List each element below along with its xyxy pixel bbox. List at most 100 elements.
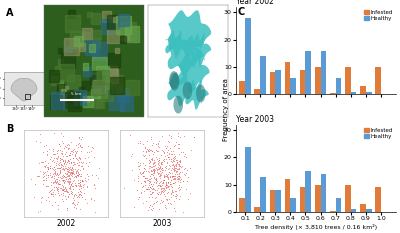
Point — [70, 187, 76, 191]
Point — [145, 148, 151, 152]
Point — [176, 174, 182, 178]
Point — [75, 195, 81, 198]
Point — [45, 167, 52, 171]
Point — [77, 186, 84, 189]
Point — [168, 158, 174, 161]
Point — [64, 147, 71, 151]
Point — [176, 171, 182, 175]
Text: C: C — [238, 7, 245, 17]
Point — [146, 153, 152, 157]
Point — [58, 163, 65, 167]
Point — [165, 156, 171, 159]
Point — [70, 171, 76, 175]
Point — [174, 175, 181, 178]
Point — [76, 135, 82, 139]
Point — [175, 152, 182, 156]
Text: B: B — [6, 124, 14, 134]
Point — [51, 168, 58, 171]
Point — [182, 173, 188, 177]
Point — [164, 180, 171, 184]
Point — [44, 184, 50, 188]
Point — [79, 179, 85, 182]
Point — [140, 166, 147, 170]
Bar — [120, 22, 136, 40]
Point — [149, 190, 156, 194]
Point — [166, 170, 172, 173]
Point — [141, 166, 147, 170]
Point — [79, 145, 85, 148]
Point — [65, 195, 72, 198]
Point — [166, 155, 172, 158]
Point — [70, 164, 76, 167]
Bar — [59, 86, 68, 96]
Point — [149, 152, 156, 155]
Point — [69, 170, 75, 174]
Bar — [82, 28, 92, 39]
Point — [50, 181, 56, 185]
Point — [77, 143, 83, 147]
Point — [145, 178, 152, 182]
Point — [170, 174, 176, 178]
Point — [60, 178, 66, 182]
Point — [173, 158, 179, 161]
Polygon shape — [168, 36, 203, 76]
Point — [46, 191, 52, 194]
Point — [163, 175, 169, 178]
Point — [77, 180, 83, 184]
Point — [71, 162, 78, 165]
Point — [59, 187, 65, 191]
Point — [165, 172, 171, 176]
Point — [148, 157, 154, 161]
Point — [166, 170, 172, 174]
Point — [64, 175, 70, 178]
Point — [136, 164, 142, 168]
Point — [40, 144, 47, 147]
Point — [54, 172, 60, 176]
Point — [172, 189, 178, 193]
Point — [36, 174, 42, 178]
Point — [165, 167, 171, 171]
Point — [150, 164, 156, 168]
Point — [147, 185, 154, 189]
Point — [158, 192, 164, 195]
Point — [74, 183, 81, 187]
Point — [62, 171, 68, 175]
Point — [85, 164, 92, 168]
Point — [143, 149, 150, 153]
Point — [168, 178, 174, 182]
Point — [52, 180, 59, 184]
Point — [64, 154, 70, 158]
Point — [169, 171, 175, 175]
Point — [172, 164, 179, 168]
Point — [50, 185, 57, 189]
Point — [72, 183, 79, 187]
Point — [62, 197, 69, 201]
Point — [62, 166, 69, 170]
Point — [65, 190, 72, 194]
Point — [60, 164, 66, 168]
Point — [163, 146, 169, 149]
Point — [45, 195, 52, 199]
Point — [165, 175, 172, 179]
Point — [164, 173, 170, 177]
Point — [181, 135, 187, 138]
Point — [65, 174, 71, 178]
Legend: Infested, Healthy: Infested, Healthy — [364, 127, 393, 140]
Point — [58, 131, 64, 134]
Point — [83, 185, 90, 189]
Point — [85, 155, 91, 159]
Point — [171, 155, 177, 159]
Point — [89, 174, 95, 177]
Point — [77, 207, 84, 211]
Point — [154, 192, 161, 196]
Point — [167, 175, 173, 179]
Point — [159, 134, 166, 138]
Point — [154, 191, 160, 195]
Point — [151, 161, 157, 164]
Point — [156, 192, 163, 196]
Point — [148, 168, 154, 172]
Point — [58, 192, 64, 196]
Point — [171, 199, 178, 203]
Point — [146, 158, 152, 162]
Point — [178, 177, 184, 181]
